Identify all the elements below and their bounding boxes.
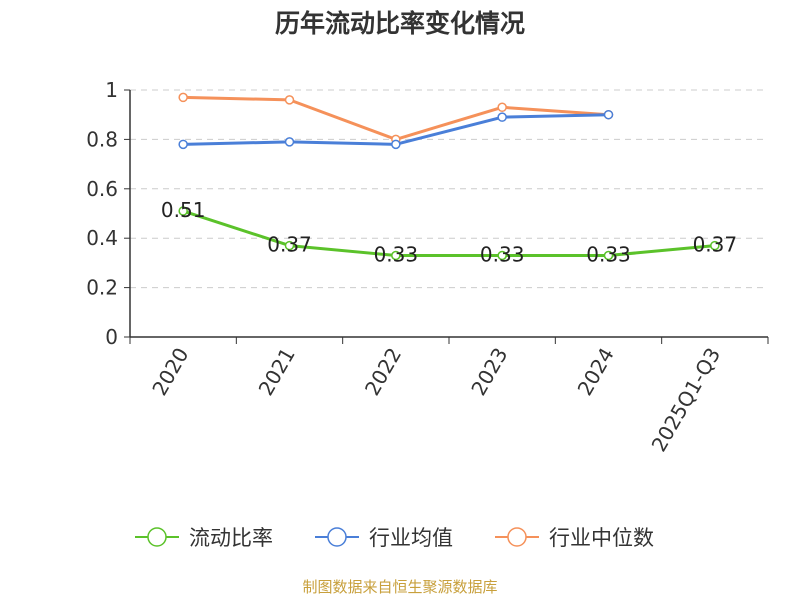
data-point — [497, 112, 507, 122]
legend-marker — [507, 527, 527, 547]
data-point — [284, 137, 295, 147]
data-point — [497, 250, 507, 261]
data-point — [178, 92, 188, 103]
y-tick-label: 0.8 — [86, 127, 118, 151]
series-line — [183, 95, 609, 141]
y-tick-label: 0.6 — [86, 177, 118, 201]
y-tick-label: 0.4 — [86, 226, 118, 250]
legend-item: 流动比率 — [135, 526, 273, 550]
y-tick-label: 0 — [105, 325, 118, 349]
legend-marker — [147, 527, 167, 547]
legend-marker — [327, 527, 347, 547]
x-tick-label: 2022 — [360, 344, 406, 400]
legend-label: 流动比率 — [189, 526, 273, 550]
x-tick-label: 2023 — [466, 343, 512, 399]
data-point — [603, 250, 614, 261]
data-point — [497, 102, 507, 113]
data-label: 0.33 — [480, 242, 525, 266]
y-tick-label: 0.2 — [86, 276, 118, 300]
chart-title: 历年流动比率变化情况 — [274, 9, 525, 38]
data-source-note: 制图数据来自恒生聚源数据库 — [302, 578, 498, 596]
data-point — [178, 139, 188, 150]
data-point — [391, 250, 401, 261]
x-tick-label: 2020 — [147, 344, 193, 400]
data-point — [710, 240, 720, 251]
x-tick-label: 2024 — [573, 344, 619, 400]
x-tick-label: 2021 — [254, 344, 300, 400]
data-point — [391, 139, 401, 150]
data-label: 0.33 — [586, 242, 631, 266]
legend-label: 行业中位数 — [549, 526, 654, 550]
data-point — [178, 206, 188, 216]
data-point — [603, 109, 614, 120]
data-label: 0.33 — [374, 242, 419, 266]
data-point — [284, 95, 295, 105]
legend-label: 行业均值 — [369, 526, 453, 550]
legend-item: 行业均值 — [315, 526, 453, 550]
data-label: 0.37 — [693, 233, 738, 257]
series-line — [182, 209, 715, 257]
y-tick-label: 1 — [105, 78, 118, 102]
data-label: 0.51 — [161, 198, 206, 222]
x-tick-label: 2025Q1-Q3 — [646, 344, 725, 456]
data-label: 0.37 — [267, 233, 312, 257]
legend-item: 行业中位数 — [495, 526, 654, 550]
data-point — [284, 240, 295, 251]
